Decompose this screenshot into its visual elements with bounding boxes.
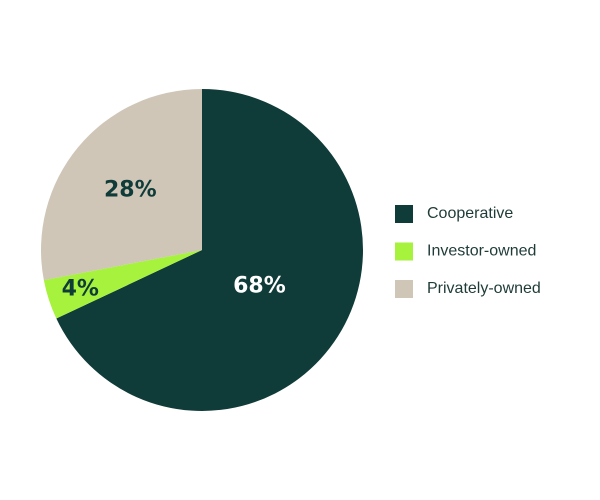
legend-swatch [395, 280, 413, 298]
legend-swatch [395, 205, 413, 223]
slice-label: 28% [104, 178, 157, 203]
legend-swatch [395, 242, 413, 261]
slice-label: 68% [233, 273, 286, 298]
pie-slice [56, 89, 364, 411]
slice-label: 4% [62, 277, 99, 302]
legend-label: Cooperative [427, 205, 513, 222]
pie-slice [40, 89, 202, 281]
legend-label: Investor-owned [427, 243, 536, 260]
pie-slice [43, 250, 203, 319]
legend-label: Privately-owned [427, 280, 541, 297]
